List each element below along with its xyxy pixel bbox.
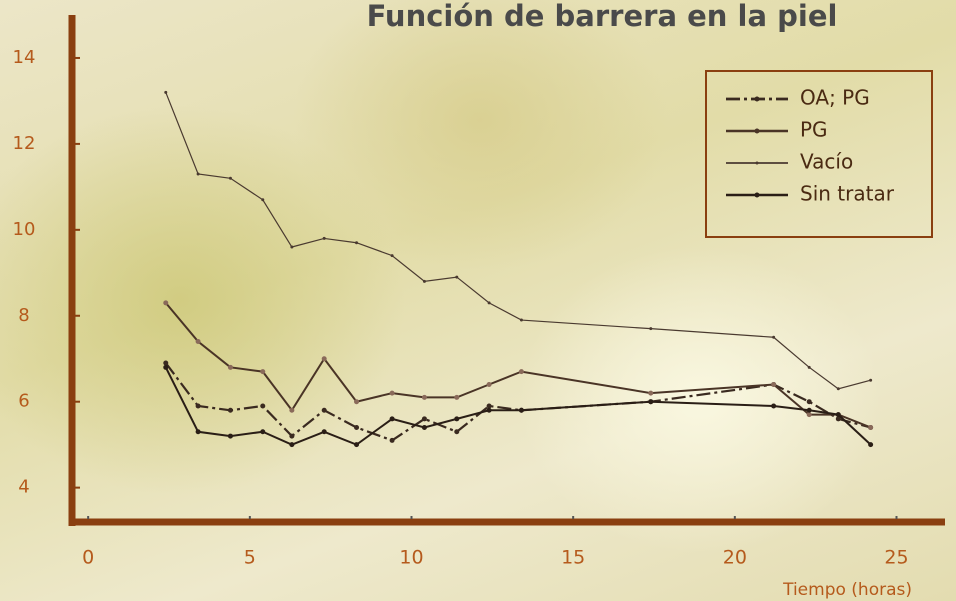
point	[454, 416, 460, 422]
point	[868, 424, 874, 430]
x-tick-label: 15	[561, 547, 585, 569]
point	[868, 442, 874, 448]
point	[227, 407, 233, 413]
point	[421, 424, 427, 430]
point	[806, 407, 812, 413]
y-tick-label: 10	[13, 219, 36, 240]
point	[487, 301, 491, 305]
point	[321, 429, 327, 435]
legend-marker	[755, 161, 759, 165]
point	[354, 399, 360, 405]
point	[486, 407, 492, 413]
point	[390, 254, 394, 258]
point	[163, 364, 169, 370]
y-tick-label: 8	[18, 305, 29, 326]
point	[227, 433, 233, 439]
point	[389, 390, 395, 396]
point	[648, 390, 654, 396]
point	[355, 241, 359, 245]
point	[289, 442, 295, 448]
point	[163, 300, 169, 306]
point	[519, 318, 523, 322]
point	[195, 339, 201, 345]
point	[486, 403, 492, 409]
y-tick-label: 4	[18, 477, 29, 498]
point	[486, 382, 492, 388]
point	[260, 403, 266, 409]
x-tick-label: 25	[884, 547, 908, 569]
legend-label: Sin tratar	[800, 182, 895, 206]
point	[835, 412, 841, 418]
legend-label: OA; PG	[800, 86, 870, 110]
point	[321, 407, 327, 413]
point	[195, 429, 201, 435]
legend-box	[705, 70, 933, 238]
point	[354, 424, 360, 430]
point	[807, 365, 811, 369]
point	[771, 382, 777, 388]
point	[421, 394, 427, 400]
point	[289, 407, 295, 413]
point	[771, 403, 777, 409]
point	[836, 387, 840, 391]
point	[322, 236, 326, 240]
point	[648, 399, 654, 405]
point	[227, 364, 233, 370]
chart-title: Función de barrera en la piel	[367, 0, 838, 33]
point	[389, 416, 395, 422]
point	[260, 429, 266, 435]
legend-label: PG	[800, 118, 828, 142]
x-tick-label: 5	[244, 547, 256, 569]
point	[228, 176, 232, 180]
legend-marker	[754, 96, 760, 102]
point	[389, 437, 395, 443]
point	[869, 378, 873, 382]
point	[772, 335, 776, 339]
point	[806, 412, 812, 418]
legend-label: Vacío	[800, 150, 853, 174]
point	[260, 369, 266, 375]
point	[289, 433, 295, 439]
point	[195, 403, 201, 409]
x-axis-label: Tiempo (horas)	[782, 580, 912, 600]
point	[290, 245, 294, 249]
point	[196, 172, 200, 176]
point	[321, 356, 327, 362]
point	[518, 407, 524, 413]
x-tick-label: 10	[399, 547, 423, 569]
point	[354, 442, 360, 448]
point	[422, 279, 426, 283]
y-tick-label: 6	[18, 391, 29, 412]
y-tick-label: 14	[13, 47, 36, 68]
point	[454, 429, 460, 435]
x-tick-label: 20	[723, 547, 747, 569]
point	[806, 399, 812, 405]
point	[835, 416, 841, 422]
series-line	[165, 92, 871, 390]
point	[164, 90, 168, 94]
series-line	[164, 366, 872, 446]
legend-marker	[754, 192, 760, 198]
point	[261, 198, 265, 202]
point	[163, 360, 169, 366]
series-line	[164, 362, 871, 442]
y-tick-label: 12	[13, 133, 36, 154]
legend-marker	[754, 128, 760, 134]
point	[454, 394, 460, 400]
x-tick-label: 0	[82, 547, 94, 569]
point	[649, 327, 653, 331]
point	[455, 275, 459, 279]
point	[518, 369, 524, 375]
point	[421, 416, 427, 422]
